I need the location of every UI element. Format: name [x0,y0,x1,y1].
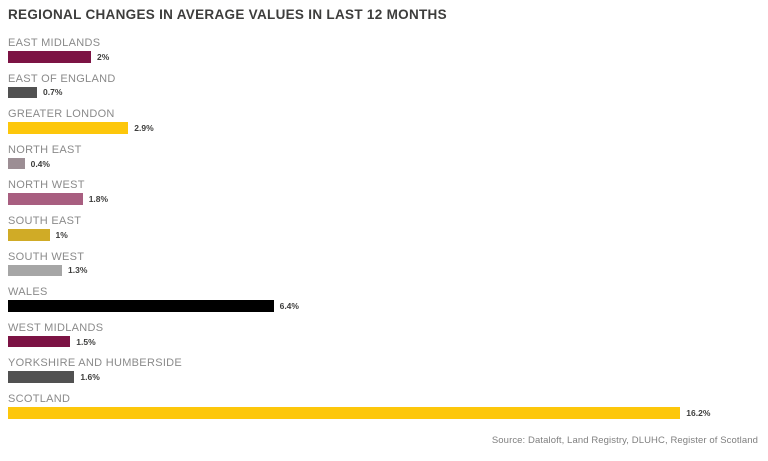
bar-line: 1.3% [8,264,768,277]
region-label: WALES [8,286,48,299]
value-label: 1.8% [88,194,109,205]
chart-title: REGIONAL CHANGES IN AVERAGE VALUES IN LA… [8,7,447,22]
value-label: 1.6% [80,372,100,383]
bar-row: EAST MIDLANDS 2% [8,36,768,63]
bar-rows: EAST MIDLANDS 2% EAST OF ENGLAND 0.7% GREATE… [8,36,768,428]
region-label: NORTH EAST [8,143,82,156]
bar [8,406,681,419]
bar-line: 6.4% [8,300,768,312]
bar-row: SOUTH EAST 1% [8,214,768,241]
region-label: SOUTH EAST [8,214,82,227]
bar [8,264,62,277]
value-label: 6.4% [279,300,299,311]
region-label: SOUTH WEST [8,250,85,263]
bar-line: 1% [8,228,768,241]
bar-row: YORKSHIRE AND HUMBERSIDE 1.6% [8,356,768,383]
bar-row: NORTH EAST 0.4% [8,143,768,170]
region-label: SCOTLAND [8,392,71,405]
value-label: 1.3% [68,265,88,276]
bar [8,51,91,63]
value-label: 16.2% [686,407,711,418]
value-label: 0.4% [30,158,50,169]
region-label: YORKSHIRE AND HUMBERSIDE [8,357,183,370]
bar [8,122,129,134]
region-label: GREATER LONDON [8,108,115,121]
source-note: Source: Dataloft, Land Registry, DLUHC, … [491,435,758,446]
bar-row: WEST MIDLANDS 1.5% [8,321,768,348]
bar-line: 0.7% [8,86,768,99]
bar-line: 1.5% [8,335,768,348]
bar [8,86,37,99]
bar-row: EAST OF ENGLAND 0.7% [8,72,768,99]
bar-row: SCOTLAND 16.2% [8,392,768,419]
region-label: EAST MIDLANDS [8,37,101,49]
bar [8,335,71,348]
bar-row: NORTH WEST 1.8% [8,178,768,205]
value-label: 1.5% [76,336,96,347]
bar [8,228,50,241]
value-label: 1% [55,229,68,240]
bar-line: 2% [8,51,768,63]
bar-row: SOUTH WEST 1.3% [8,250,768,277]
bar-line: 2.9% [8,122,768,134]
bar [8,193,83,205]
bar-row: WALES 6.4% [8,285,768,312]
bar [8,371,75,383]
bar-line: 16.2% [8,406,768,419]
bar [8,157,25,170]
value-label: 2% [97,51,110,62]
bar-row: GREATER LONDON 2.9% [8,107,768,134]
region-label: EAST OF ENGLAND [8,72,116,85]
value-label: 0.7% [43,87,63,98]
bar-line: 1.8% [8,193,768,205]
region-label: NORTH WEST [8,179,85,192]
value-label: 2.9% [134,122,154,133]
bar-line: 1.6% [8,371,768,383]
region-label: WEST MIDLANDS [8,321,104,334]
bar [8,300,274,312]
bar-line: 0.4% [8,157,768,170]
